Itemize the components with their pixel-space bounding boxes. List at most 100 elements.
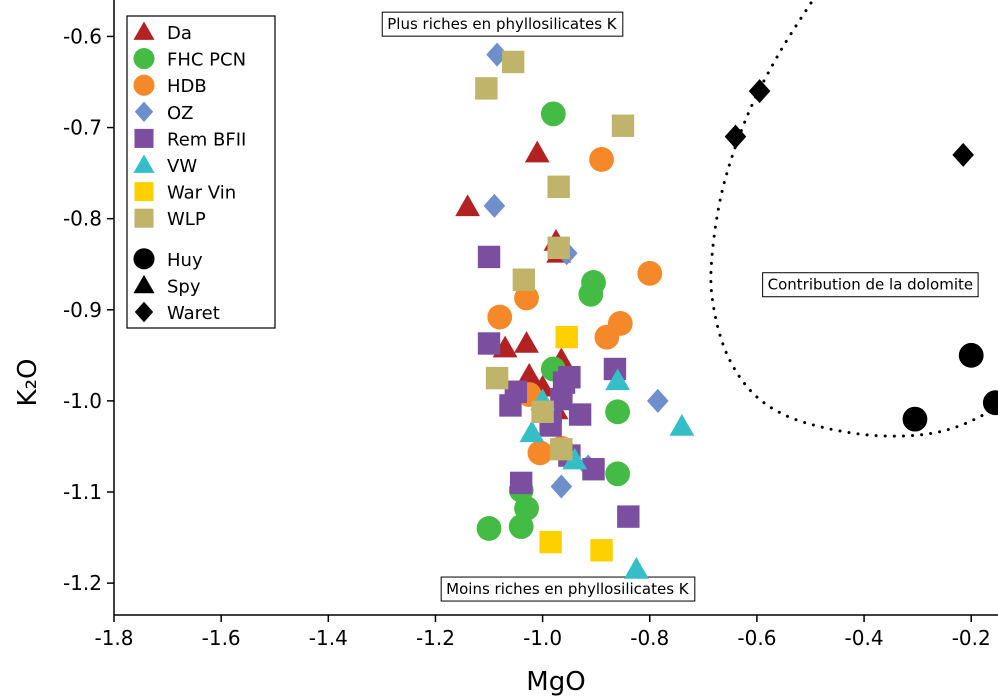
data-point-waret	[952, 142, 974, 167]
annotation-label: Moins riches en phyllosilicates K	[446, 580, 690, 598]
annotation-frame	[381, 11, 624, 37]
data-point-rem-bfii	[477, 332, 501, 355]
data-point-da	[516, 362, 542, 385]
series-vw	[519, 368, 695, 579]
y-tick-label: -0.6	[63, 24, 102, 48]
data-point-wlp	[485, 366, 509, 390]
data-point-waret	[724, 124, 747, 149]
data-point-fhc-pcn	[476, 516, 502, 541]
legend-entry-da: Da	[133, 21, 192, 44]
legend-label: VW	[167, 156, 197, 177]
data-point-rem-bfii	[499, 394, 522, 417]
legend-entry-rem-bfii: Rem BFII	[134, 128, 246, 150]
series-wlp	[475, 50, 635, 461]
y-tick-label: -0.9	[63, 298, 102, 322]
data-point-da	[524, 140, 550, 163]
legend-label: Rem BFII	[167, 129, 246, 150]
data-point-wlp	[611, 114, 635, 137]
data-point-wlp	[547, 236, 570, 260]
annotation-frame	[440, 576, 696, 602]
series-war-vin	[539, 325, 613, 562]
y-tick-label: -0.7	[63, 116, 102, 140]
data-point-fhc-pcn	[578, 281, 604, 307]
y-tick-label: -0.8	[63, 207, 102, 231]
legend-marker-oz	[134, 101, 154, 122]
legend-label: OZ	[167, 103, 194, 124]
legend-label: HDB	[167, 76, 207, 97]
data-point-da	[455, 194, 480, 217]
data-point-vw	[519, 420, 545, 443]
x-tick-label: -0.8	[630, 626, 669, 650]
x-tick-label: -1.6	[202, 626, 241, 650]
series-huy	[902, 342, 998, 432]
y-tick-label: -1.2	[63, 571, 102, 595]
legend-marker-war-vin	[134, 182, 154, 202]
legend-marker-da	[133, 21, 155, 40]
series-waret	[724, 79, 974, 167]
legend-entry-war-vin: War Vin	[134, 182, 236, 204]
legend-marker-waret	[134, 301, 154, 323]
x-tick-label: -1.8	[94, 626, 133, 650]
data-point-oz	[483, 193, 506, 218]
y-axis-title: K₂O	[13, 359, 43, 407]
x-tick-label: -1.0	[523, 626, 562, 650]
legend-label: Da	[167, 23, 192, 44]
data-point-huy	[958, 342, 984, 368]
y-tick-label: -1.0	[63, 389, 102, 413]
x-tick-label: -0.2	[952, 626, 991, 650]
legend-marker-wlp	[134, 208, 154, 228]
data-point-wlp	[531, 400, 554, 424]
data-point-war-vin	[590, 539, 613, 562]
legend-entry-waret: Waret	[134, 301, 220, 324]
data-point-vw	[605, 368, 631, 391]
annotation-frame	[762, 272, 979, 298]
data-point-oz	[646, 388, 669, 413]
x-axis-ticks: -1.8 -1.6 -1.4 -1.2 -1.0 -0.8 -0.6 -0.4 -0.2	[94, 615, 991, 650]
annotation-box: Plus riches en phyllosilicates K	[381, 11, 624, 37]
x-tick-label: -0.4	[845, 626, 884, 650]
annotation-label: Contribution de la dolomite	[768, 276, 973, 294]
data-point-hdb	[594, 324, 620, 350]
data-point-vw	[669, 414, 695, 436]
data-point-fhc-pcn	[508, 514, 534, 540]
legend-marker-rem-bfii	[134, 128, 154, 148]
data-point-huy	[902, 406, 928, 432]
data-point-huy	[982, 390, 998, 416]
data-point-wlp	[475, 77, 498, 100]
data-point-vw	[623, 557, 649, 579]
legend-entry-oz: OZ	[134, 101, 194, 124]
data-point-da	[514, 331, 539, 353]
legend-label: Waret	[167, 303, 220, 324]
legend-marker-spy	[133, 274, 155, 294]
data-point-war-vin	[555, 325, 578, 349]
legend-marker-fhc-pcn	[133, 48, 155, 70]
legend-entry-vw: VW	[133, 154, 197, 177]
legend-entry-hdb: HDB	[133, 74, 207, 97]
x-axis-title: MgO	[526, 667, 585, 697]
data-point-hdb	[637, 260, 663, 286]
legend-marker-hdb	[133, 74, 155, 96]
legend-entry-fhc-pcn: FHC PCN	[133, 48, 246, 71]
data-point-wlp	[501, 50, 525, 74]
axes: -1.8 -1.6 -1.4 -1.2 -1.0 -0.8 -0.6 -0.4 -0.2 -0.…	[63, 0, 998, 650]
annotations: Plus riches en phyllosilicates K Contribu…	[381, 11, 979, 602]
annotation-label: Plus riches en phyllosilicates K	[387, 15, 618, 33]
data-point-wlp	[550, 437, 573, 461]
data-point-rem-bfii	[582, 458, 605, 481]
data-point-war-vin	[539, 530, 562, 554]
data-point-waret	[748, 79, 771, 104]
legend-marker-huy	[133, 248, 155, 270]
data-points	[455, 42, 998, 579]
data-point-wlp	[547, 175, 570, 198]
y-axis-ticks: -0.6 -0.7 -0.8 -0.9 -1.0 -1.1 -1.2	[63, 24, 114, 595]
legend-label: Huy	[167, 250, 203, 271]
data-point-rem-bfii	[617, 505, 640, 528]
legend-entry-huy: Huy	[133, 248, 203, 271]
legend-label: FHC PCN	[167, 50, 246, 71]
annotation-box: Moins riches en phyllosilicates K	[440, 576, 696, 602]
data-point-rem-bfii	[509, 471, 533, 495]
data-point-fhc-pcn	[540, 101, 566, 127]
data-point-rem-bfii	[568, 403, 592, 426]
annotation-box: Contribution de la dolomite	[762, 272, 979, 298]
